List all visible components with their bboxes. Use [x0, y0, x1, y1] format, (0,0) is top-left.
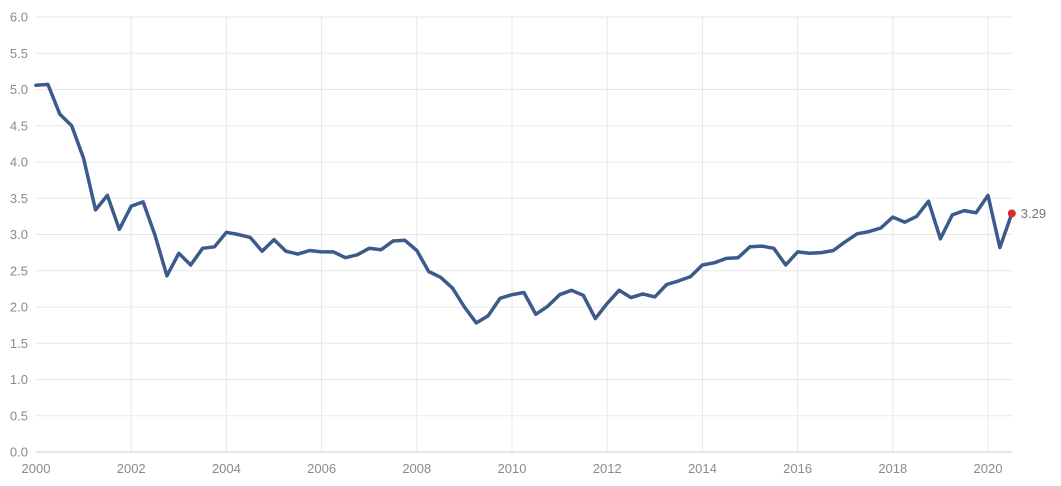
last-data-point[interactable]	[1007, 209, 1016, 218]
y-tick-label: 2.5	[10, 263, 28, 278]
x-tick-label: 2014	[688, 461, 717, 476]
y-tick-label: 0.0	[10, 445, 28, 460]
x-axis-tick-labels: 2000 2002 2004 2006 2008 2010 2012 2014 2016 2018…	[22, 461, 1003, 476]
y-tick-label: 4.5	[10, 118, 28, 133]
y-tick-label: 2.0	[10, 300, 28, 315]
x-tick-label: 2002	[117, 461, 146, 476]
series-line	[34, 82, 1014, 325]
last-value-label: 3.29	[1021, 206, 1046, 221]
x-tick-label: 2020	[974, 461, 1003, 476]
x-tick-label: 2008	[402, 461, 431, 476]
x-tick-label: 2018	[878, 461, 907, 476]
y-tick-label: 3.5	[10, 191, 28, 206]
y-axis-tick-labels: 0.0 0.5 1.0 1.5 2.0 2.5 3.0 3.5 4.0 4.5 5.0 5.5 6.0	[10, 10, 28, 460]
y-tick-label: 4.0	[10, 155, 28, 170]
y-tick-label: 1.5	[10, 336, 28, 351]
y-tick-label: 6.0	[10, 10, 28, 25]
x-tick-label: 2004	[212, 461, 241, 476]
y-tick-label: 0.5	[10, 408, 28, 423]
x-tick-label: 2010	[498, 461, 527, 476]
y-tick-label: 1.0	[10, 372, 28, 387]
x-tick-label: 2012	[593, 461, 622, 476]
x-tick-label: 2016	[783, 461, 812, 476]
y-tick-label: 5.5	[10, 46, 28, 61]
x-tick-label: 2006	[307, 461, 336, 476]
y-tick-label: 3.0	[10, 227, 28, 242]
x-tick-label: 2000	[22, 461, 51, 476]
horizontal-gridlines	[36, 16, 1012, 417]
y-tick-label: 5.0	[10, 82, 28, 97]
